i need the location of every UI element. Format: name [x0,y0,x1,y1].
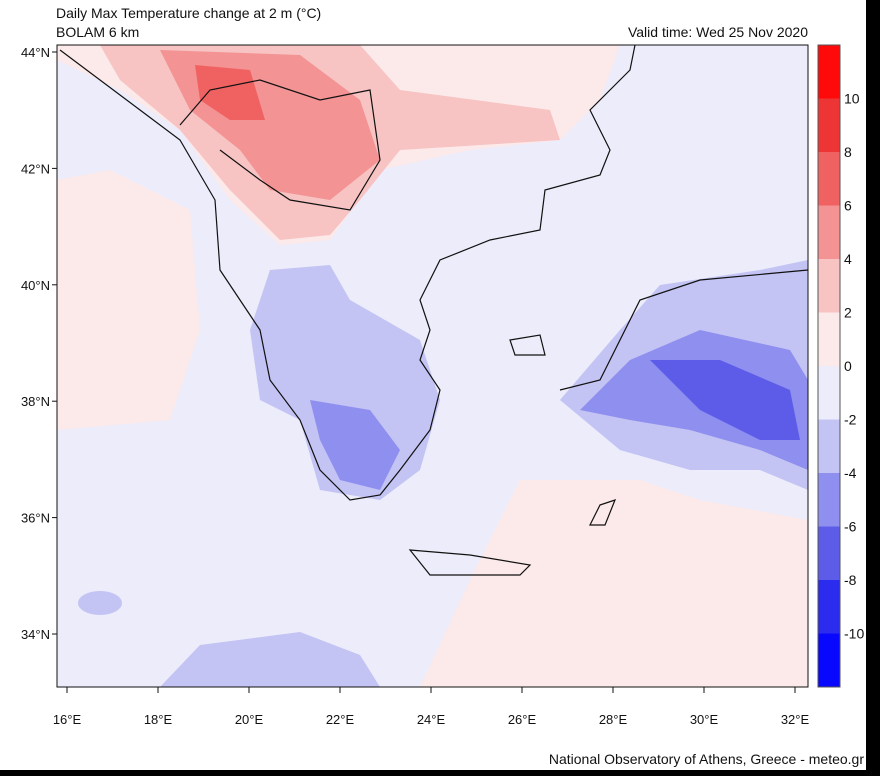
lon-label: 24°E [417,712,446,727]
lat-label: 36°N [21,511,50,526]
coastlines [59,44,809,576]
lat-label: 42°N [21,161,50,176]
colorbar-label: 2 [844,305,852,321]
colorbar-box [818,205,840,259]
colorbar-label: -2 [844,412,857,428]
map-frame [56,44,809,688]
colorbar-box [818,419,840,473]
subtitle: BOLAM 6 km [56,24,139,40]
colorbar-label: -8 [844,572,857,588]
colorbar-label: -10 [844,626,864,642]
map-figure: Daily Max Temperature change at 2 m (°C)… [21,5,864,767]
colorbar-frame [817,44,841,688]
colorbar-label: 0 [844,358,852,374]
lon-label: 26°E [508,712,537,727]
title: Daily Max Temperature change at 2 m (°C) [56,5,321,21]
warm-field [57,170,200,430]
lat-label: 40°N [21,278,50,293]
lat-labels: 44°N 42°N 40°N 38°N 36°N 34°N [21,45,57,642]
colorbar-box [818,45,840,99]
colorbar-box [818,366,840,420]
lon-labels: 16°E 18°E 20°E 22°E 24°E 26°E 28°E 30°E 32°E [53,687,810,727]
valid-time: Valid time: Wed 25 Nov 2020 [628,24,808,40]
colorbar-box [818,152,840,206]
cool-field [78,591,122,615]
credit: National Observatory of Athens, Greece -… [549,751,864,767]
lat-label: 44°N [21,45,50,60]
colorbar: 10 8 6 4 2 0 -2 -4 -6 -8 -10 [817,44,864,688]
lon-label: 16°E [53,712,82,727]
colorbar-label: 4 [844,251,852,267]
colorbar-box [818,580,840,634]
colorbar-label: 6 [844,198,852,214]
lon-label: 22°E [326,712,355,727]
cool-field [310,400,400,490]
colorbar-box [818,259,840,313]
colorbar-box [818,473,840,527]
lon-label: 28°E [599,712,628,727]
warm-field [195,65,265,120]
colorbar-label: -6 [844,519,857,535]
page: Daily Max Temperature change at 2 m (°C)… [0,0,866,770]
lat-label: 38°N [21,394,50,409]
colorbar-label: -4 [844,465,857,481]
lon-label: 20°E [235,712,264,727]
cool-field [160,632,380,687]
colorbar-box [818,633,840,687]
lon-label: 30°E [690,712,719,727]
colorbar-label: 8 [844,144,852,160]
warm-field [420,480,808,687]
lon-label: 32°E [781,712,810,727]
lat-label: 34°N [21,627,50,642]
colorbar-box [818,312,840,366]
lon-label: 18°E [144,712,173,727]
colorbar-label: 10 [844,91,860,107]
map-area [56,44,809,688]
colorbar-box [818,526,840,580]
colorbar-box [818,98,840,152]
cool-field [650,360,800,440]
